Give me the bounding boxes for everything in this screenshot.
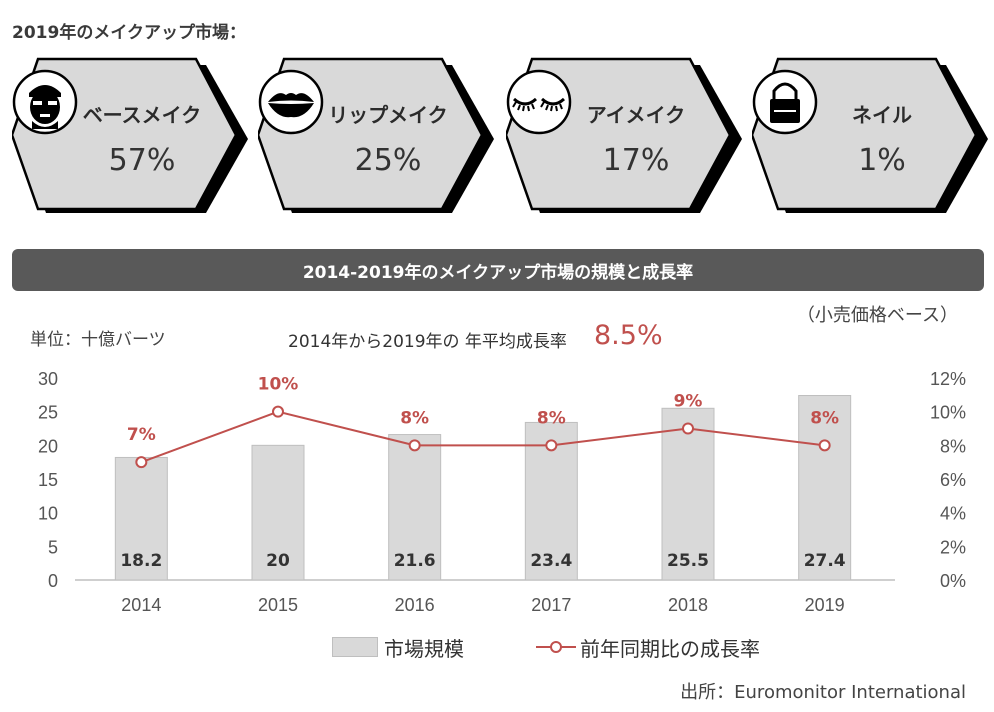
card-eye-makeup: アイメイク 17% (506, 55, 742, 220)
card-nail: ネイル 1% (752, 55, 988, 220)
page-heading: 2019年のメイクアップ市場： (12, 23, 246, 43)
growth-point (272, 405, 284, 418)
card-value: 1% (858, 143, 906, 178)
bar-value-label: 18.2 (120, 551, 162, 571)
bar-value-label: 23.4 (530, 551, 572, 571)
nail-polish-icon (752, 69, 818, 135)
growth-value-label: 8% (810, 408, 839, 428)
growth-point (408, 439, 421, 452)
unit-label: 単位：十億バーツ (30, 330, 166, 350)
card-base-makeup: ベースメイク 57% (12, 55, 248, 220)
face-mask-icon (12, 69, 78, 135)
card-label: アイメイク (586, 103, 686, 127)
growth-value-label: 7% (127, 425, 156, 445)
card-label: ネイル (852, 103, 912, 127)
y-left-tick-label: 5 (48, 537, 58, 557)
y-left-tick-label: 0 (48, 571, 58, 591)
card-label: ベースメイク (82, 103, 202, 127)
growth-value-label: 10% (258, 375, 299, 395)
eyelashes-icon (506, 69, 572, 135)
x-tick-label: 2017 (531, 595, 571, 615)
y-right-tick-label: 4% (940, 504, 966, 524)
bar (251, 444, 305, 581)
y-left-tick-label: 25 (38, 403, 58, 423)
x-tick-label: 2014 (121, 595, 161, 615)
y-left-tick-label: 10 (38, 504, 58, 524)
growth-point (135, 456, 148, 469)
legend-bar-label: 市場規模 (384, 636, 464, 661)
bar (388, 434, 442, 581)
growth-point (818, 439, 831, 452)
lips-icon (258, 69, 324, 135)
x-tick-label: 2018 (668, 595, 708, 615)
y-right-tick-label: 12% (930, 369, 966, 389)
x-tick-label: 2016 (395, 595, 435, 615)
x-tick-label: 2015 (258, 595, 298, 615)
card-value: 25% (354, 143, 422, 178)
combo-chart: 0 5 10 15 20 25 30 0% 2% 4% 6% 8% 10% 12% 18.2 20 21.6 23… (38, 369, 966, 615)
growth-value-label: 8% (537, 408, 566, 428)
bar-value-label: 25.5 (667, 551, 709, 571)
bar (798, 395, 852, 581)
y-right-tick-label: 8% (940, 436, 966, 456)
cagr-label: 2014年から2019年の 年平均成長率 (288, 332, 567, 352)
price-basis-note: （小売価格ベース） (796, 305, 958, 326)
bar (114, 456, 168, 581)
growth-value-label: 9% (674, 392, 703, 412)
bar-value-label: 21.6 (394, 551, 436, 571)
x-tick-label: 2019 (805, 595, 845, 615)
card-label: リップメイク (328, 103, 448, 127)
chart-legend: 市場規模 前年同期比の成長率 (332, 634, 760, 661)
growth-point (545, 439, 558, 452)
card-value: 17% (602, 143, 670, 178)
card-value: 57% (108, 143, 176, 178)
bar-value-label: 27.4 (804, 551, 846, 571)
legend-line-label: 前年同期比の成長率 (580, 636, 760, 661)
chart-banner-title: 2014-2019年のメイクアップ市場の規模と成長率 (12, 249, 984, 291)
cagr-value: 8.5% (594, 320, 663, 351)
card-lip-makeup: リップメイク 25% (258, 55, 494, 220)
legend-bar-swatch (332, 637, 378, 657)
legend-line-swatch (536, 637, 576, 657)
y-left-tick-label: 20 (38, 436, 58, 456)
growth-line (140, 410, 825, 464)
growth-value-label: 8% (400, 408, 429, 428)
y-right-tick-label: 6% (940, 470, 966, 490)
bar (661, 407, 715, 581)
y-right-tick-label: 2% (940, 537, 966, 557)
y-right-tick-label: 10% (930, 403, 966, 423)
y-left-tick-label: 15 (38, 470, 58, 490)
bar-value-label: 20 (266, 551, 290, 571)
y-left-tick-label: 30 (38, 369, 58, 389)
y-right-tick-label: 0% (940, 571, 966, 591)
source-note: 出所：Euromonitor International (680, 682, 966, 703)
growth-point (682, 422, 694, 435)
